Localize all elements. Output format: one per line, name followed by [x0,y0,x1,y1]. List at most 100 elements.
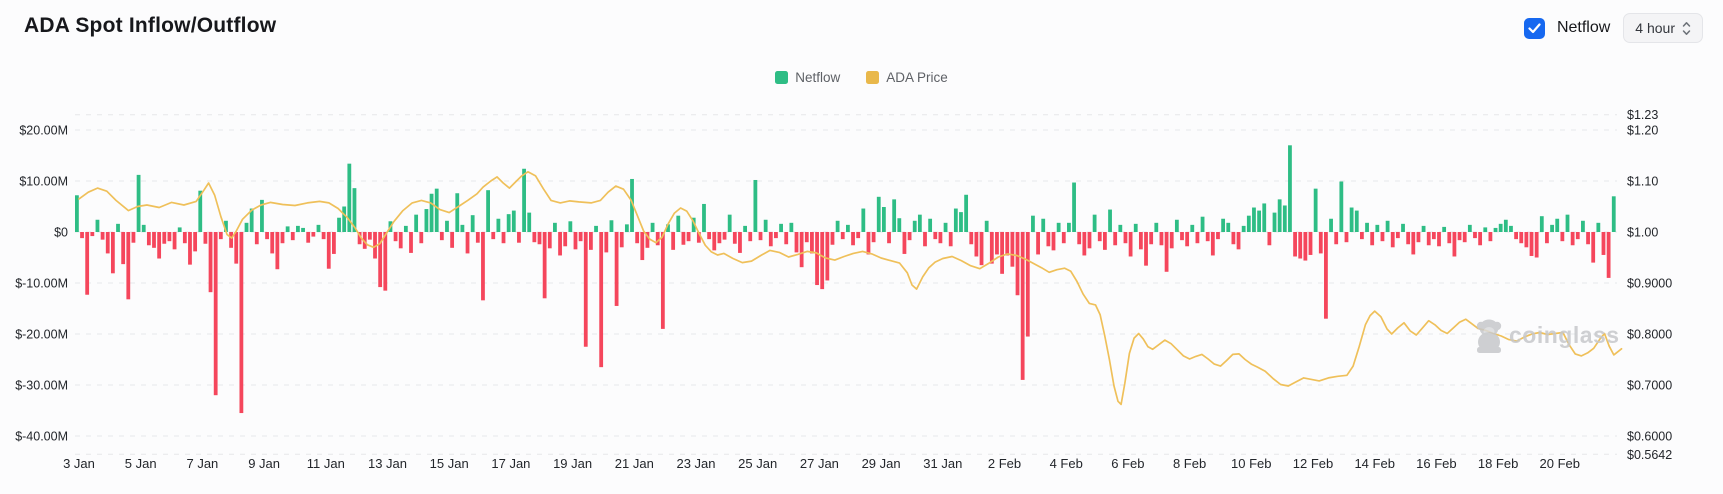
netflow-bar[interactable] [1257,210,1261,232]
netflow-bar[interactable] [923,232,927,247]
netflow-bar[interactable] [974,232,979,257]
netflow-bar[interactable] [306,232,311,243]
netflow-bar[interactable] [1113,232,1118,246]
netflow-bar[interactable] [1277,199,1282,232]
netflow-bar[interactable] [90,232,95,237]
netflow-bar[interactable] [1503,219,1508,232]
netflow-bar[interactable] [496,218,501,232]
netflow-bar[interactable] [959,212,963,232]
netflow-bar[interactable] [640,232,645,261]
netflow-bar[interactable] [347,163,352,232]
netflow-bar[interactable] [1565,214,1570,232]
netflow-bar[interactable] [1524,232,1529,248]
netflow-bar[interactable] [1293,232,1297,257]
netflow-bar[interactable] [403,225,408,232]
netflow-bar[interactable] [1097,232,1102,242]
netflow-bar[interactable] [671,232,676,250]
netflow-bar[interactable] [789,222,794,232]
netflow-bar[interactable] [851,232,855,246]
netflow-bar[interactable] [450,232,455,248]
netflow-bar[interactable] [763,219,768,232]
netflow-bar[interactable] [501,232,506,244]
netflow-bar[interactable] [465,232,470,254]
netflow-bar[interactable] [1164,232,1169,272]
netflow-bar[interactable] [768,232,773,247]
netflow-bar[interactable] [1041,218,1046,232]
netflow-bar[interactable] [1416,232,1421,243]
netflow-bar[interactable] [157,232,162,259]
netflow-bar[interactable] [717,232,722,244]
interval-dropdown[interactable]: 4 hour [1623,13,1703,43]
netflow-bar[interactable] [871,232,876,243]
netflow-bar[interactable] [624,224,629,232]
netflow-bar[interactable] [589,232,593,250]
netflow-bar[interactable] [1611,196,1616,232]
netflow-bar[interactable] [1169,232,1174,249]
netflow-bar[interactable] [835,220,840,232]
netflow-bar[interactable] [1581,220,1585,232]
legend-item-ada-price[interactable]: ADA Price [866,70,948,85]
netflow-bar[interactable] [938,232,943,244]
netflow-bar[interactable] [753,179,758,232]
netflow-bar[interactable] [1442,226,1447,232]
netflow-bar[interactable] [429,193,434,232]
netflow-bar[interactable] [1267,232,1272,246]
netflow-bar[interactable] [75,195,79,232]
netflow-bar[interactable] [100,232,105,240]
netflow-bar[interactable] [213,232,218,396]
netflow-bar[interactable] [563,232,568,247]
netflow-bar[interactable] [1051,232,1056,251]
netflow-bar[interactable] [1318,232,1323,254]
netflow-bar[interactable] [234,232,239,264]
netflow-bar[interactable] [1015,232,1020,296]
netflow-bar[interactable] [537,232,542,245]
netflow-bar[interactable] [1596,222,1601,232]
netflow-bar[interactable] [1025,232,1030,337]
netflow-bar[interactable] [743,225,747,232]
netflow-bar[interactable] [517,232,521,243]
netflow-bar[interactable] [1467,224,1472,232]
netflow-checkbox[interactable] [1523,17,1545,39]
netflow-bar[interactable] [578,232,583,242]
netflow-bar[interactable] [218,232,223,240]
netflow-bar[interactable] [825,232,830,281]
netflow-bar[interactable] [758,232,763,241]
netflow-bar[interactable] [666,224,670,232]
netflow-bar[interactable] [897,218,902,232]
netflow-bar[interactable] [604,232,609,253]
netflow-bar[interactable] [460,224,465,232]
netflow-bar[interactable] [383,232,388,291]
netflow-bar[interactable] [475,232,480,243]
netflow-bar[interactable] [290,232,295,241]
netflow-bar[interactable] [409,232,413,253]
netflow-bar[interactable] [1221,218,1226,232]
netflow-bar[interactable] [1246,215,1251,232]
netflow-bar[interactable] [85,232,90,295]
netflow-bar[interactable] [1123,232,1128,244]
netflow-bar[interactable] [1092,214,1097,232]
netflow-bar[interactable] [249,208,254,232]
netflow-bar[interactable] [547,232,552,249]
netflow-bar[interactable] [121,232,126,265]
netflow-bar[interactable] [342,206,347,233]
netflow-bar[interactable] [1005,232,1010,256]
netflow-bar[interactable] [239,232,244,414]
netflow-bar[interactable] [1154,222,1159,232]
netflow-bar[interactable] [1457,232,1462,241]
netflow-bar[interactable] [1529,232,1534,256]
netflow-bar[interactable] [131,232,136,243]
netflow-bar[interactable] [995,232,999,255]
netflow-bar[interactable] [224,220,228,232]
netflow-bar[interactable] [1360,232,1364,240]
netflow-bar[interactable] [1498,223,1503,232]
netflow-bar[interactable] [856,232,861,239]
netflow-bar[interactable] [553,222,557,232]
netflow-bar[interactable] [1606,232,1611,278]
netflow-bar[interactable] [316,224,321,232]
netflow-bar[interactable] [1200,216,1205,232]
netflow-bar[interactable] [887,232,891,244]
netflow-bar[interactable] [738,232,742,253]
netflow-bar[interactable] [1426,232,1431,246]
netflow-bar[interactable] [378,232,383,288]
netflow-bar[interactable] [573,232,578,250]
